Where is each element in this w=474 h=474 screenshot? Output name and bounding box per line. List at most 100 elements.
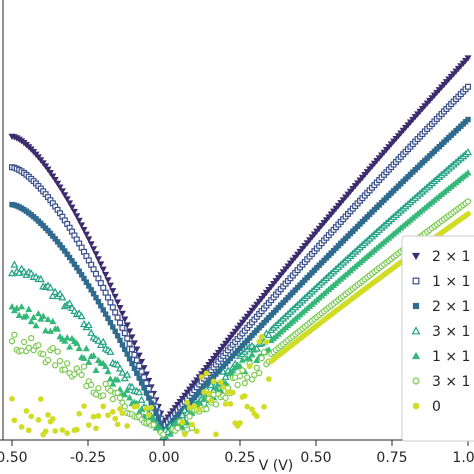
data-point-3 [115,364,125,372]
data-point-4 [250,346,258,353]
data-point-6 [109,408,116,415]
data-point-4 [27,317,35,325]
data-point-5 [109,395,116,403]
data-point-6 [100,403,107,410]
data-point-4 [195,399,203,406]
data-point-3 [137,395,146,403]
data-point-5 [95,385,102,392]
data-point-6 [25,427,32,434]
data-point-3 [51,287,60,295]
data-point-6 [145,412,152,418]
data-point-0 [126,328,134,335]
data-point-0 [188,383,196,390]
data-point-4 [15,311,23,319]
data-point-6 [117,406,123,412]
data-point-0 [99,266,107,273]
data-point-3 [120,374,129,382]
legend-marker-0 [411,252,421,261]
data-point-0 [138,358,146,366]
data-point-6 [198,374,205,380]
data-point-6 [45,412,51,418]
data-point-4 [73,339,81,346]
data-point-0 [133,346,141,353]
data-point-6 [244,403,251,410]
data-point-2 [110,324,116,330]
data-point-6 [189,421,195,428]
data-point-5 [49,344,56,352]
data-point-0 [49,173,57,180]
data-point-0 [92,251,100,258]
data-point-2 [122,346,128,353]
data-point-3 [178,410,187,419]
legend-marker-5 [412,377,420,385]
data-point-4 [25,305,33,312]
data-point-6 [256,338,263,345]
data-point-5 [203,405,210,413]
data-point-0 [78,222,86,229]
x-tick-label: -0.25 [70,450,106,466]
data-point-5 [8,338,16,345]
data-point-4 [44,315,52,323]
data-point-2 [124,351,130,357]
data-point-0 [87,241,95,248]
data-point-3 [99,337,108,345]
data-point-1 [141,374,148,381]
data-point-0 [68,204,76,211]
data-point-2 [134,370,140,376]
data-point-3 [65,299,74,307]
data-point-6 [37,396,44,402]
data-point-1 [109,304,116,311]
legend-label-3: 3 × 1 [432,324,470,340]
data-point-4 [34,309,42,317]
x-axis-title: V (V) [259,458,294,474]
data-point-4 [114,376,122,383]
data-point-4 [61,337,69,344]
data-point-4 [75,344,83,352]
x-tick-label: 0.50 [0,450,28,466]
data-point-0 [94,256,102,263]
data-point-6 [201,389,207,395]
data-point-5 [212,401,220,408]
legend-label-2: 2 × 1 [432,299,470,315]
data-point-4 [82,344,90,352]
data-point-6 [217,379,224,385]
data-point-5 [56,357,64,365]
data-point-0 [205,362,213,369]
data-point-4 [32,321,40,329]
data-point-0 [56,184,64,191]
x-tick-label: 1.00 [452,450,474,466]
data-point-2 [141,385,147,391]
x-ticks: 0.50 -0.25 0.00 0.25 0.50 0.75 1.00 [0,440,474,466]
legend-label-0: 2 × 1 [432,249,470,265]
legend-frame [401,235,474,442]
data-point-1 [114,314,121,321]
data-point-0 [118,310,126,318]
data-point-5 [222,394,229,401]
data-point-5 [102,380,109,388]
data-point-6 [105,412,111,419]
data-point-0 [181,392,189,400]
data-point-6 [184,399,191,406]
data-point-4 [30,313,38,321]
data-point-0 [46,170,54,177]
data-point-5 [260,348,268,356]
data-point-5 [160,431,167,438]
data-point-2 [112,328,118,335]
data-point-1 [121,330,128,337]
data-point-3 [113,360,122,368]
data-point-6 [241,393,248,399]
data-point-0 [54,180,62,188]
data-point-6 [85,422,92,428]
data-point-0 [58,188,66,195]
data-point-3 [221,372,230,380]
data-point-4 [46,327,54,334]
data-point-1 [107,299,114,306]
data-point-0 [116,304,124,312]
legend-marker-1 [412,277,420,285]
data-point-5 [88,381,95,389]
data-point-5 [150,421,157,428]
x-tick-label: 0.25 [224,450,255,466]
data-point-6 [23,408,30,414]
data-point-0 [44,166,52,173]
